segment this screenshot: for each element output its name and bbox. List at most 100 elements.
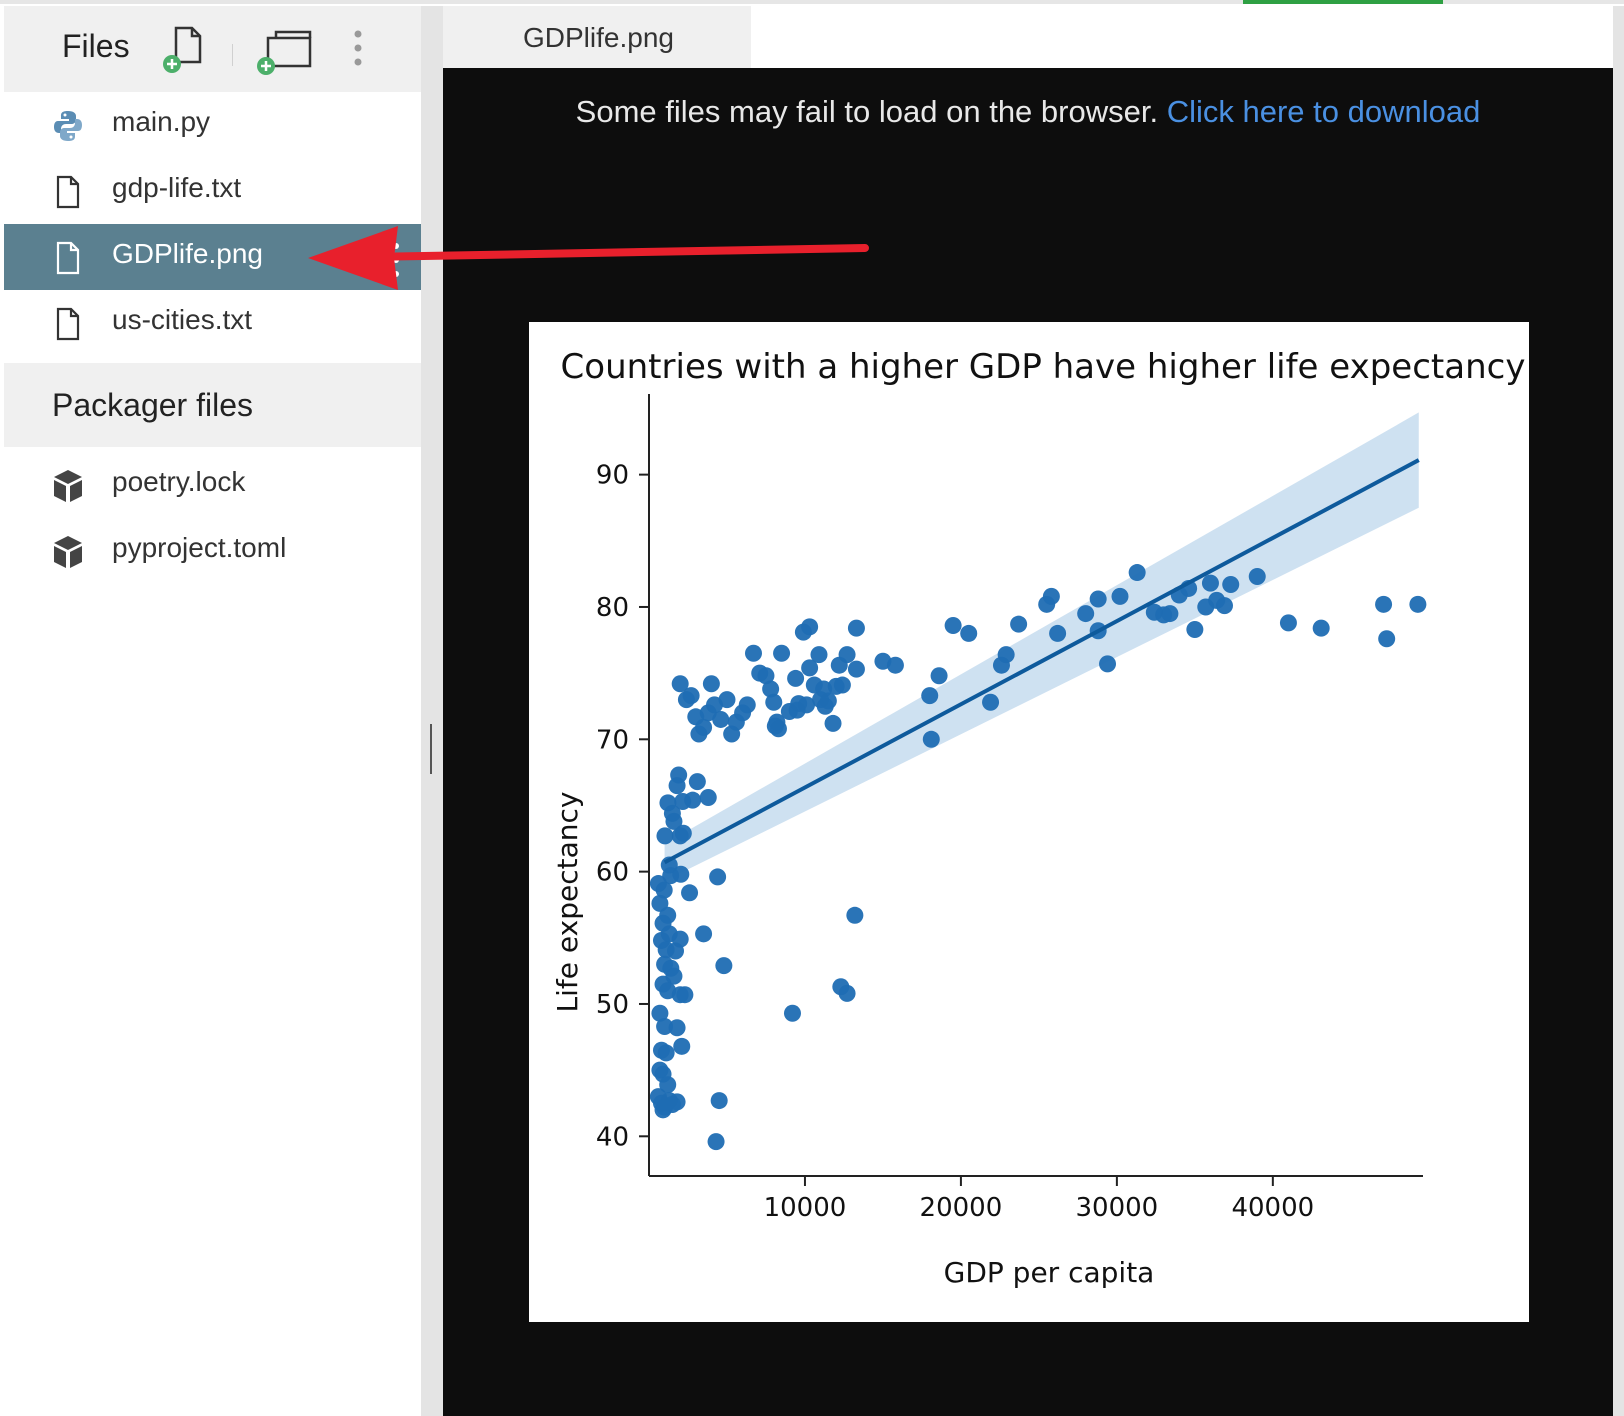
file-item-main-py[interactable]: main.py <box>4 92 421 158</box>
data-point <box>684 791 702 809</box>
data-point <box>1186 620 1204 638</box>
data-point <box>682 687 700 705</box>
x-tick-label: 30000 <box>1076 1193 1159 1223</box>
data-point <box>670 766 688 784</box>
data-point <box>659 1076 677 1094</box>
file-label: pyproject.toml <box>112 532 287 563</box>
data-point <box>702 675 720 693</box>
data-point <box>922 730 940 748</box>
x-tick-label: 40000 <box>1231 1193 1314 1223</box>
load-notice: Some files may fail to load on the brows… <box>443 94 1613 130</box>
y-tick-label: 40 <box>596 1122 629 1152</box>
data-point <box>1222 575 1240 593</box>
python-icon <box>54 111 82 141</box>
data-point <box>688 773 706 791</box>
file-icon <box>56 241 80 275</box>
data-point <box>824 714 842 732</box>
data-point <box>676 986 694 1004</box>
scatter-chart: Countries with a higher GDP have higher … <box>551 347 1526 1289</box>
add-file-icon[interactable] <box>162 24 208 76</box>
data-point <box>695 925 713 943</box>
data-point <box>715 957 733 975</box>
download-link[interactable]: Click here to download <box>1166 94 1481 129</box>
file-item-poetry-lock[interactable]: poetry.lock <box>4 452 421 518</box>
add-folder-icon[interactable] <box>256 26 318 76</box>
notice-text: Some files may fail to load on the brows… <box>575 94 1159 129</box>
data-point <box>1161 605 1179 623</box>
data-point <box>765 693 783 711</box>
file-label: poetry.lock <box>112 466 246 497</box>
data-point <box>668 1019 686 1037</box>
more-options-icon[interactable] <box>352 28 364 72</box>
data-point <box>766 717 784 735</box>
data-point <box>1375 595 1393 613</box>
data-point <box>744 644 762 662</box>
data-point <box>656 1017 674 1035</box>
data-point <box>773 644 791 662</box>
data-point <box>838 984 856 1002</box>
image-viewer: Some files may fail to load on the brows… <box>443 68 1613 1416</box>
chart-image: Countries with a higher GDP have higher … <box>529 322 1529 1322</box>
data-point <box>665 812 683 830</box>
file-label: GDPlife.png <box>112 238 263 269</box>
data-point <box>649 875 667 893</box>
tab-bar: GDPlife.png <box>443 6 1613 68</box>
data-point <box>1248 568 1266 586</box>
data-point <box>1201 574 1219 592</box>
annotation-arrow <box>308 226 869 290</box>
data-point <box>982 693 1000 711</box>
data-point <box>681 884 699 902</box>
data-point <box>1111 587 1129 605</box>
window-top-border <box>0 0 1624 4</box>
data-point <box>710 1092 728 1110</box>
data-point <box>1077 605 1095 623</box>
tab-gdplife-png[interactable]: GDPlife.png <box>443 6 751 68</box>
data-point <box>671 675 689 693</box>
data-point <box>673 1037 691 1055</box>
data-point <box>886 656 904 674</box>
data-point <box>1279 614 1297 632</box>
splitter-handle[interactable] <box>430 724 432 774</box>
file-label: us-cities.txt <box>112 304 253 335</box>
data-point <box>654 1101 672 1119</box>
file-icon <box>56 307 80 341</box>
chart-title: Countries with a higher GDP have higher … <box>561 347 1526 387</box>
data-point <box>847 619 865 637</box>
data-point <box>838 646 856 664</box>
data-point <box>699 789 717 807</box>
data-point <box>672 865 690 883</box>
data-point <box>738 696 756 714</box>
sidebar-header: Files <box>4 6 421 92</box>
data-point <box>815 680 833 698</box>
data-point <box>798 696 816 714</box>
package-icon <box>54 536 82 568</box>
packager-files-header: Packager files <box>4 363 421 447</box>
data-point <box>1089 590 1107 608</box>
data-point <box>712 710 730 728</box>
data-point <box>833 676 851 694</box>
data-point <box>1409 595 1427 613</box>
y-tick-label: 90 <box>596 461 629 491</box>
data-point <box>1042 587 1060 605</box>
y-tick-label: 60 <box>596 858 629 888</box>
data-point <box>671 827 689 845</box>
file-item-pyproject-toml[interactable]: pyproject.toml <box>4 518 421 584</box>
panel-splitter[interactable] <box>421 6 443 1416</box>
data-point <box>1010 615 1028 633</box>
right-scrollbar[interactable] <box>1613 6 1624 1416</box>
packager-files-title: Packager files <box>52 387 253 423</box>
data-point <box>707 1133 725 1151</box>
data-point <box>695 718 713 736</box>
data-point <box>671 930 689 948</box>
data-point <box>709 868 727 886</box>
data-point <box>810 646 828 664</box>
data-point <box>801 618 819 636</box>
file-icon <box>56 175 80 209</box>
file-item-us-cities-txt[interactable]: us-cities.txt <box>4 290 421 356</box>
data-point <box>1049 624 1067 642</box>
header-separator <box>232 44 233 66</box>
file-item-gdp-life-txt[interactable]: gdp-life.txt <box>4 158 421 224</box>
data-point <box>801 659 819 677</box>
active-indicator <box>1243 0 1443 4</box>
data-point <box>1099 655 1117 673</box>
